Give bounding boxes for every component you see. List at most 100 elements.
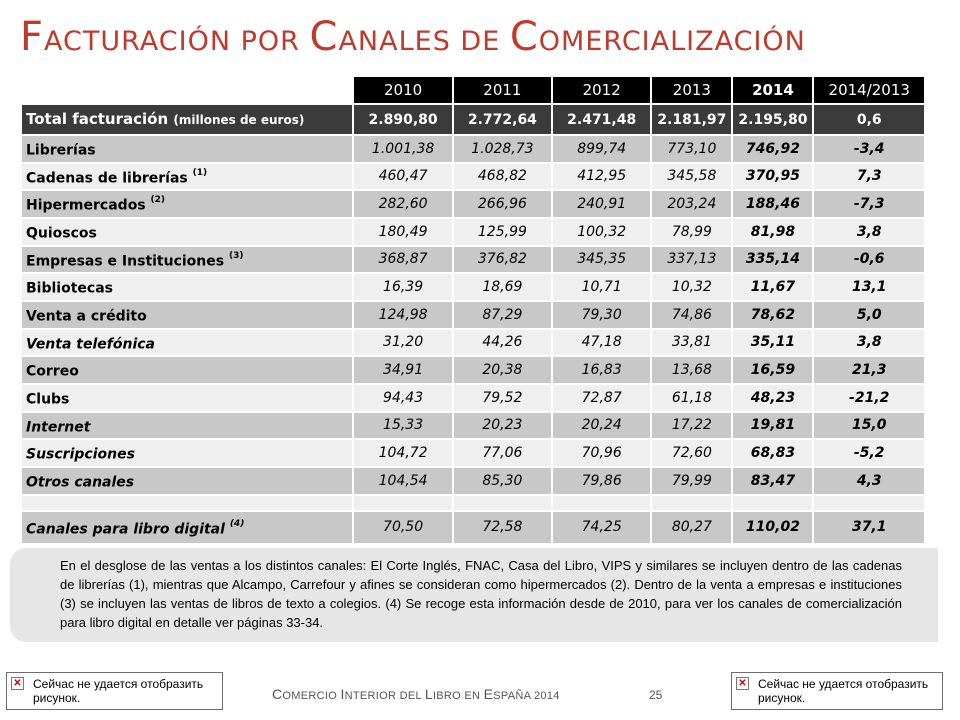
row-label: Otros canales bbox=[22, 467, 353, 494]
cell-value: 368,87 bbox=[354, 246, 452, 273]
table-row: Correo 34,91 20,38 16,83 13,68 16,59 21,3 bbox=[22, 357, 924, 383]
cell-value: 72,87 bbox=[553, 384, 651, 411]
broken-image-icon: ✕ bbox=[736, 677, 749, 690]
cell-value: 74,25 bbox=[553, 511, 651, 544]
broken-image-icon: ✕ bbox=[11, 677, 24, 690]
row-label: Quioscos bbox=[22, 218, 353, 245]
cell-value: 72,58 bbox=[453, 511, 552, 544]
cell-change: 21,3 bbox=[814, 357, 924, 383]
cell-value: 83,47 bbox=[733, 467, 813, 494]
cell-change: 0,6 bbox=[814, 105, 924, 134]
cell-value: 16,39 bbox=[354, 274, 452, 300]
cell-value: 104,72 bbox=[354, 440, 452, 466]
cell-value: 1.028,73 bbox=[453, 136, 552, 162]
cell-change: 37,1 bbox=[814, 511, 924, 544]
cell-value: 85,30 bbox=[453, 467, 552, 494]
cell-value: 746,92 bbox=[733, 136, 813, 162]
table-row: Hipermercados (2) 282,60 266,96 240,91 203,2… bbox=[22, 191, 924, 217]
cell-value: 1.001,38 bbox=[354, 136, 452, 162]
cell-value: 124,98 bbox=[354, 301, 452, 328]
missing-image-placeholder: ✕ Сейчас не удается отобразить рисунок. bbox=[6, 672, 223, 710]
row-label: Venta telefónica bbox=[22, 329, 353, 356]
row-label: Empresas e Instituciones (3) bbox=[22, 246, 353, 273]
cell-value: 10,71 bbox=[553, 274, 651, 300]
row-label: Venta a crédito bbox=[22, 301, 353, 328]
empty-cell bbox=[354, 495, 452, 510]
cell-value: 188,46 bbox=[733, 191, 813, 217]
missing-image-placeholder: ✕ Сейчас не удается отобразить рисунок. bbox=[731, 672, 943, 710]
table-row: Venta telefónica 31,20 44,26 47,18 33,81 35,… bbox=[22, 329, 924, 356]
cell-value: 17,22 bbox=[652, 412, 732, 439]
empty-cell bbox=[733, 495, 813, 510]
cell-value: 460,47 bbox=[354, 163, 452, 190]
cell-change: 13,1 bbox=[814, 274, 924, 300]
cell-value: 2.890,80 bbox=[354, 105, 452, 134]
year-header: 2010 bbox=[354, 77, 452, 103]
cell-value: 266,96 bbox=[453, 191, 552, 217]
cell-value: 240,91 bbox=[553, 191, 651, 217]
empty-cell bbox=[22, 495, 353, 510]
table-row: Cadenas de librerías (1) 460,47 468,82 412,… bbox=[22, 163, 924, 190]
table-row: Internet 15,33 20,23 20,24 17,22 19,81 15,0 bbox=[22, 412, 924, 439]
cell-value: 78,62 bbox=[733, 301, 813, 328]
row-label: Suscripciones bbox=[22, 440, 353, 466]
cell-value: 79,30 bbox=[553, 301, 651, 328]
cell-value: 110,02 bbox=[733, 511, 813, 544]
cell-value: 33,81 bbox=[652, 329, 732, 356]
cell-value: 20,23 bbox=[453, 412, 552, 439]
total-row: Total facturación (millones de euros) 2.… bbox=[22, 105, 924, 134]
row-label: Hipermercados (2) bbox=[22, 191, 353, 217]
cell-value: 35,11 bbox=[733, 329, 813, 356]
row-label: Bibliotecas bbox=[22, 274, 353, 300]
empty-cell bbox=[553, 495, 651, 510]
row-label: Internet bbox=[22, 412, 353, 439]
year-header: 2012 bbox=[553, 77, 651, 103]
cell-value: 20,38 bbox=[453, 357, 552, 383]
cell-value: 48,23 bbox=[733, 384, 813, 411]
cell-value: 18,69 bbox=[453, 274, 552, 300]
missing-image-text: Сейчас не удается отобразить рисунок. bbox=[33, 677, 204, 705]
cell-value: 125,99 bbox=[453, 218, 552, 245]
cell-change: 3,8 bbox=[814, 329, 924, 356]
cell-change: 7,3 bbox=[814, 163, 924, 190]
cell-value: 2.181,97 bbox=[652, 105, 732, 134]
cell-value: 370,95 bbox=[733, 163, 813, 190]
empty-cell bbox=[453, 495, 552, 510]
row-label: Librerías bbox=[22, 136, 353, 162]
year-header: 2011 bbox=[453, 77, 552, 103]
cell-value: 2.772,64 bbox=[453, 105, 552, 134]
header-blank-cell bbox=[22, 77, 353, 103]
row-label: Total facturación (millones de euros) bbox=[22, 105, 353, 134]
cell-value: 34,91 bbox=[354, 357, 452, 383]
footnote-ref: (3) bbox=[228, 250, 244, 261]
row-label: Clubs bbox=[22, 384, 353, 411]
cell-value: 44,26 bbox=[453, 329, 552, 356]
row-label: Cadenas de librerías (1) bbox=[22, 163, 353, 190]
table-row: Librerías 1.001,38 1.028,73 899,74 773,10 74… bbox=[22, 136, 924, 162]
cell-value: 203,24 bbox=[652, 191, 732, 217]
cell-value: 19,81 bbox=[733, 412, 813, 439]
table-row: Canales para libro digital (4) 70,50 72,58… bbox=[22, 511, 924, 544]
footnote-text: En el desglose de las ventas a los disti… bbox=[60, 558, 902, 630]
cell-value: 345,58 bbox=[652, 163, 732, 190]
cell-value: 31,20 bbox=[354, 329, 452, 356]
cell-value: 899,74 bbox=[553, 136, 651, 162]
cell-change: -7,3 bbox=[814, 191, 924, 217]
cell-value: 61,18 bbox=[652, 384, 732, 411]
footnote-box: En el desglose de las ventas a los disti… bbox=[10, 548, 938, 642]
cell-value: 13,68 bbox=[652, 357, 732, 383]
cell-value: 773,10 bbox=[652, 136, 732, 162]
cell-value: 10,32 bbox=[652, 274, 732, 300]
header-row: 2010 2011 2012 2013 2014 2014/2013 bbox=[22, 77, 924, 103]
cell-value: 47,18 bbox=[553, 329, 651, 356]
empty-cell bbox=[652, 495, 732, 510]
cell-change: -0,6 bbox=[814, 246, 924, 273]
footnote-ref: (4) bbox=[229, 518, 245, 529]
cell-value: 68,83 bbox=[733, 440, 813, 466]
footer-title: Comercio Interior del Libro en España 20… bbox=[272, 686, 560, 702]
missing-image-text: Сейчас не удается отобразить рисунок. bbox=[758, 677, 929, 705]
cell-value: 412,95 bbox=[553, 163, 651, 190]
page-number: 25 bbox=[649, 688, 663, 702]
table-row: Venta a crédito 124,98 87,29 79,30 74,86 78,… bbox=[22, 301, 924, 328]
footnote-ref: (2) bbox=[150, 195, 166, 206]
